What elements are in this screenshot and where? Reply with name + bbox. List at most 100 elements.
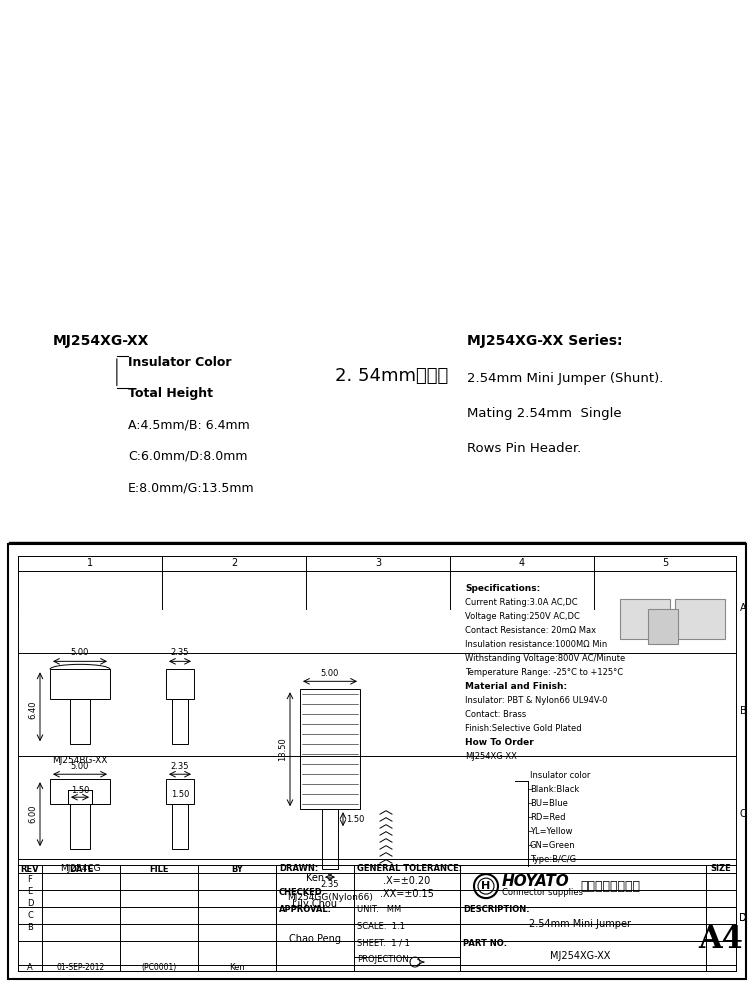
Text: 2.35: 2.35 [170,762,189,771]
Text: Insulator color: Insulator color [530,771,590,780]
Text: Specifications:: Specifications: [465,584,541,593]
Bar [50,669,110,699]
Text: Voltage Rating:250V AC,DC: Voltage Rating:250V AC,DC [465,612,580,621]
Text: PROJECTION:: PROJECTION: [357,954,412,964]
Text: B: B [27,922,33,932]
Text: A:4.5mm/B: 6.4mm: A:4.5mm/B: 6.4mm [128,419,250,432]
Text: Chao Peng: Chao Peng [289,934,341,944]
Bar [70,699,90,744]
Text: 东菞好亚通电子厂: 东菞好亚通电子厂 [580,879,640,893]
Text: MJ254BG-XX: MJ254BG-XX [52,756,108,765]
Text: MJ254XG-XX: MJ254XG-XX [550,951,610,961]
Bar [68,790,92,804]
Text: SIZE: SIZE [710,863,731,873]
Text: C:6.0mm/D:8.0mm: C:6.0mm/D:8.0mm [128,450,247,463]
Text: Blank:Black: Blank:Black [530,785,579,794]
Bar [172,804,188,849]
Text: Insulator: PBT & Nylon66 UL94V-0: Insulator: PBT & Nylon66 UL94V-0 [465,696,608,705]
Text: 1.50: 1.50 [346,814,364,824]
Text: CHECKED:: CHECKED: [279,887,326,897]
Text: 2.35: 2.35 [170,648,189,657]
Text: E:8.0mm/G:13.5mm: E:8.0mm/G:13.5mm [128,482,255,495]
Text: Ken: Ken [306,873,324,883]
Text: .X=±0.20: .X=±0.20 [383,876,431,886]
Text: H: H [481,881,491,891]
Text: Current Rating:3.0A AC,DC: Current Rating:3.0A AC,DC [465,598,578,607]
Text: Insulation resistance:1000MΩ Min: Insulation resistance:1000MΩ Min [465,640,607,649]
Text: APPROVAL:: APPROVAL: [279,904,332,914]
Text: BY: BY [231,864,243,874]
Text: GENERAL TOLERANCE:: GENERAL TOLERANCE: [357,863,462,873]
Text: MJ254GG(Nylon66): MJ254GG(Nylon66) [287,893,373,902]
Bar [675,599,725,639]
Text: (PC0001): (PC0001) [142,962,176,972]
Bar [172,699,188,744]
Text: 13.50: 13.50 [278,737,287,761]
Text: 1.50: 1.50 [71,786,89,795]
Text: 2. 54mm短路帽: 2. 54mm短路帽 [336,367,449,385]
Bar [166,669,194,699]
Text: Type:B/C/G: Type:B/C/G [530,855,576,864]
Text: GN=Green: GN=Green [530,841,575,850]
Text: Material and Finish:: Material and Finish: [465,682,567,691]
Text: 01-SEP-2012: 01-SEP-2012 [57,962,105,972]
Text: MJ254CG: MJ254CG [60,864,100,873]
Text: 2: 2 [231,558,237,568]
Text: BU=Blue: BU=Blue [530,799,568,808]
Text: Connector supplies: Connector supplies [502,887,583,897]
Bar [300,689,360,809]
Text: 6.00: 6.00 [28,805,37,823]
Text: MJ254XG-XX: MJ254XG-XX [53,335,149,349]
Bar [322,809,338,869]
Text: D: D [739,913,746,923]
Text: HOYATO: HOYATO [502,873,570,889]
Text: MJ254XG-XX Series:: MJ254XG-XX Series: [467,335,623,349]
Text: Insulator Color: Insulator Color [128,356,231,369]
Text: 1.50: 1.50 [171,789,189,799]
Text: 5: 5 [662,558,668,568]
Text: MJ254XG-XX: MJ254XG-XX [465,752,517,761]
Text: Withstanding Voltage:800V AC/Minute: Withstanding Voltage:800V AC/Minute [465,654,625,663]
Text: D: D [26,898,33,908]
Text: B: B [740,705,746,716]
Text: DRAWN:: DRAWN: [279,863,318,873]
Text: 1: 1 [87,558,93,568]
Text: PART NO:: PART NO: [463,938,507,948]
Text: Contact Resistance: 20mΩ Max: Contact Resistance: 20mΩ Max [465,626,596,635]
Text: E: E [27,886,32,896]
Text: How To Order: How To Order [465,738,534,747]
Text: 2.35: 2.35 [320,880,339,889]
Text: YL=Yellow: YL=Yellow [530,827,572,836]
Text: A: A [27,962,33,972]
Text: F: F [28,874,32,884]
Text: C: C [27,910,33,920]
Bar [620,599,670,639]
Text: 2.54mm Mini Jumper: 2.54mm Mini Jumper [529,919,631,929]
Text: Lily Chou: Lily Chou [293,899,338,909]
Text: Contact: Brass: Contact: Brass [465,710,526,719]
Text: Ken: Ken [229,962,245,972]
Text: RD=Red: RD=Red [530,813,566,822]
Bar [166,779,194,804]
Text: REV: REV [20,864,39,874]
Text: 5.00: 5.00 [71,648,89,657]
Text: A4: A4 [698,923,743,955]
Text: D: D [739,913,746,923]
Text: 6.40: 6.40 [28,700,37,718]
Text: 3: 3 [375,558,381,568]
Text: Total Height: Total Height [128,388,213,401]
Text: SHEET:  1 / 1: SHEET: 1 / 1 [357,938,410,948]
Text: 4: 4 [519,558,525,568]
Text: DATE: DATE [69,864,93,874]
Text: Temperature Range: -25°C to +125°C: Temperature Range: -25°C to +125°C [465,668,623,677]
Text: 5.00: 5.00 [71,762,89,771]
Text: A: A [740,602,746,613]
Text: C: C [740,808,746,819]
Text: UNIT:   MM: UNIT: MM [357,904,401,914]
Bar [648,609,678,644]
Text: Finish:Selective Gold Plated: Finish:Selective Gold Plated [465,724,581,733]
Bar [50,779,110,804]
Bar [70,804,90,849]
Text: 2.54mm Mini Jumper (Shunt).: 2.54mm Mini Jumper (Shunt). [467,373,664,386]
Text: SCALE:  1:1: SCALE: 1:1 [357,921,405,931]
